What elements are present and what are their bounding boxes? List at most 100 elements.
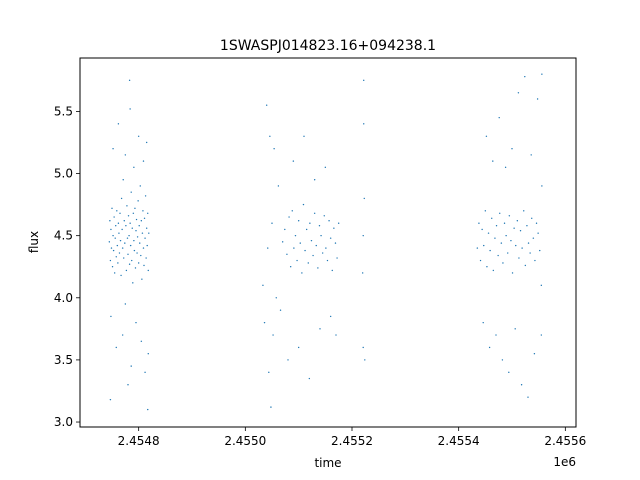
data-point [128, 79, 131, 82]
data-point [487, 232, 490, 234]
data-point [292, 160, 295, 162]
x-axis: 2.4548 2.4550 2.4552 2.4554 2.4556 [118, 427, 586, 448]
data-point [127, 215, 130, 217]
data-point [527, 242, 530, 244]
data-point [114, 237, 116, 239]
data-point [139, 242, 141, 244]
data-point [126, 237, 129, 239]
data-point [268, 371, 270, 374]
data-point [361, 272, 364, 274]
data-point [492, 269, 495, 272]
data-point [304, 249, 306, 252]
data-point [514, 328, 516, 330]
data-point [148, 232, 150, 234]
data-point [310, 239, 313, 242]
data-point [145, 141, 148, 144]
data-point [526, 225, 528, 227]
data-point [115, 225, 117, 227]
data-point [540, 334, 543, 336]
data-point [141, 232, 144, 234]
data-point [297, 346, 300, 349]
data-point [523, 210, 525, 212]
data-point [110, 247, 113, 249]
data-point [118, 252, 121, 254]
data-point [497, 254, 499, 257]
data-point [129, 222, 131, 224]
data-point [489, 249, 491, 252]
data-point [110, 228, 112, 231]
data-point [530, 154, 532, 156]
data-point [117, 222, 120, 224]
data-point [364, 359, 366, 361]
data-point [527, 396, 529, 398]
data-point [288, 216, 290, 218]
data-point [137, 262, 140, 264]
data-point [112, 148, 114, 150]
data-point [124, 154, 127, 156]
data-point [319, 328, 321, 330]
data-point [108, 241, 111, 243]
data-point [329, 315, 332, 318]
data-point [317, 267, 319, 269]
data-point [524, 75, 526, 78]
data-point [305, 228, 308, 231]
data-point [271, 222, 273, 224]
data-point [115, 346, 117, 349]
data-point [539, 249, 541, 252]
data-point [115, 256, 117, 258]
data-point [501, 359, 504, 361]
data-point [328, 220, 330, 222]
data-point [136, 236, 139, 238]
data-point [141, 278, 143, 280]
data-point [293, 247, 295, 249]
data-point [478, 222, 480, 224]
data-point [121, 228, 123, 231]
data-point [129, 244, 132, 247]
data-point [362, 346, 364, 349]
data-point [129, 108, 131, 110]
data-point [134, 267, 137, 269]
data-point [284, 228, 286, 231]
data-point [145, 257, 147, 259]
data-point [299, 242, 301, 244]
data-point [307, 262, 309, 264]
data-point [301, 272, 303, 274]
data-point [533, 353, 536, 355]
data-point [131, 259, 133, 262]
data-point [123, 257, 125, 259]
data-point [289, 266, 292, 268]
data-point [128, 234, 130, 237]
data-point [511, 272, 514, 274]
data-point [130, 191, 132, 193]
data-point [363, 79, 365, 82]
data-point [541, 73, 543, 75]
data-point [309, 222, 311, 224]
data-point [334, 242, 337, 244]
data-point [275, 297, 277, 299]
x-axis-label: time [314, 456, 341, 470]
data-point [117, 123, 120, 125]
x-tick-label: 2.4548 [118, 434, 160, 448]
data-point [132, 212, 135, 214]
data-point [119, 212, 121, 214]
data-point [325, 247, 327, 249]
data-point [140, 220, 143, 222]
data-point [313, 212, 316, 214]
data-point [481, 228, 483, 231]
data-point [136, 252, 138, 254]
data-point [515, 244, 517, 247]
data-point [363, 123, 365, 125]
data-point [139, 185, 141, 187]
y-axis-label: flux [27, 231, 41, 253]
data-point [335, 334, 337, 336]
data-point [127, 253, 129, 255]
data-point [127, 384, 129, 386]
data-point [123, 220, 125, 222]
data-point [303, 135, 305, 137]
data-point [262, 284, 264, 287]
data-point [532, 237, 535, 239]
data-point [145, 227, 148, 229]
data-point [286, 253, 288, 255]
data-point [137, 135, 140, 137]
data-point [511, 148, 513, 150]
